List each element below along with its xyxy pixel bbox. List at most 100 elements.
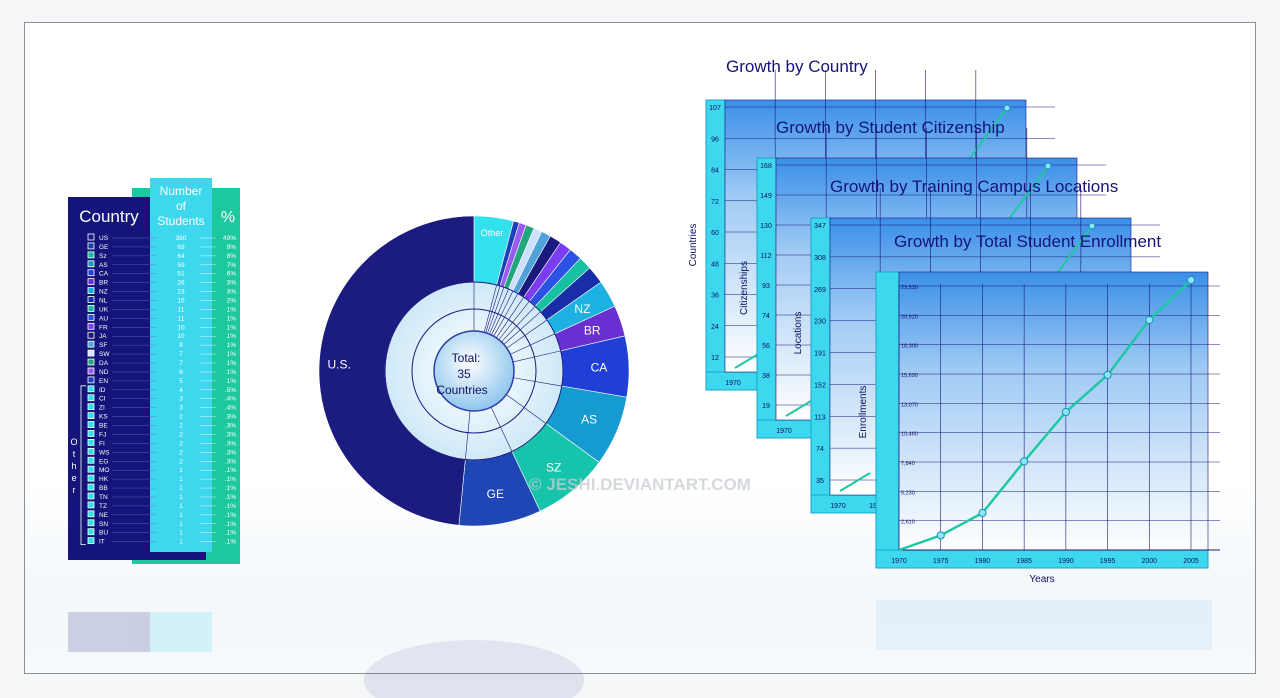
pie-spoke <box>501 306 536 343</box>
table-row-code: EN <box>99 378 108 385</box>
panel-tick-label: 84 <box>711 168 719 175</box>
table-row-swatch <box>87 456 95 464</box>
table-row-swatch <box>87 376 95 384</box>
panel-tick-label: 56 <box>762 343 770 350</box>
table-row-code: BR <box>99 280 108 287</box>
pie-slice-label: U.S. <box>327 357 350 371</box>
panel-tick-label: 191 <box>814 351 826 358</box>
table-row-swatch <box>87 313 95 321</box>
panel-tick-label: 19 <box>762 403 770 410</box>
pie-spoke <box>496 297 525 339</box>
country-table: Country Number of Students % US 390 49%GE 6… <box>68 178 240 564</box>
pie-slice-label: BR <box>584 324 601 338</box>
other-bracket-letter: e <box>71 473 76 483</box>
enrollment-x-tick-label: 1990 <box>1058 558 1074 565</box>
table-row-students: 2 <box>179 414 183 421</box>
table-row-pct: 9% <box>227 244 237 251</box>
table-row-code: BE <box>99 423 108 430</box>
table-row-students: 390 <box>176 235 187 242</box>
other-bracket: Other <box>70 385 86 546</box>
table-row-students: 11 <box>178 315 185 322</box>
pie-spoke <box>506 319 548 349</box>
table-row-swatch <box>87 403 95 411</box>
table-row-students: 5 <box>179 378 183 385</box>
table-rows: US 390 49%GE 69 9%Sz 64 8%AS 59 7%CA 51 6%BR 26 3%NZ… <box>87 233 237 546</box>
table-row-pct: .3% <box>225 423 236 430</box>
enrollment-data-point <box>978 508 987 518</box>
table-row-pct: 1% <box>227 333 237 340</box>
table-row-pct: .4% <box>225 396 236 403</box>
table-row-code: SW <box>99 351 110 358</box>
panel-year-label: 1970 <box>725 380 741 387</box>
table-row-pct: 6% <box>227 271 237 278</box>
table-row-code: FR <box>99 324 108 331</box>
enrollment-y-tick-label: 23,530 <box>901 285 918 291</box>
enrollment-x-tick-label: 1995 <box>1100 558 1116 565</box>
panel-tick-label: 38 <box>762 373 770 380</box>
panel-series-point <box>1003 104 1011 112</box>
other-bracket-letter: r <box>73 485 76 495</box>
table-row-code: FI <box>99 440 105 447</box>
table-row-pct: 1% <box>227 324 237 331</box>
panel-tick-label: 230 <box>814 319 826 326</box>
table-row-swatch <box>87 412 95 420</box>
pie-spoke <box>503 311 541 345</box>
enrollment-y-tick-label: 10,460 <box>901 432 918 438</box>
pie-spoke <box>513 377 562 387</box>
pie-spoke <box>491 290 514 336</box>
panel-tick-label: 74 <box>816 446 824 453</box>
table-row-pct: .3% <box>225 440 236 447</box>
panel-tick-label: 308 <box>814 255 826 262</box>
panel-tick-label: 152 <box>814 382 826 389</box>
table-row-code: KS <box>99 414 108 421</box>
enrollment-series-line <box>898 279 1192 552</box>
students-column-bg <box>150 178 212 552</box>
table-row-students: 1 <box>179 503 183 510</box>
table-row-students: 64 <box>177 253 185 260</box>
percent-header: % <box>221 209 235 226</box>
table-row-pct: 49% <box>223 235 236 242</box>
pie-center-line1: Total: <box>452 351 481 365</box>
table-row-pct: 8% <box>227 253 237 260</box>
panel-tick-label: 24 <box>711 324 719 331</box>
table-row-code: Sz <box>99 253 107 260</box>
table-row-swatch <box>87 242 95 250</box>
table-row-swatch <box>87 421 95 428</box>
table-row-students: 1 <box>179 467 183 474</box>
panel-tick-label: 72 <box>711 199 719 206</box>
table-row-pct: .1% <box>225 485 236 492</box>
pie-spoke <box>498 301 530 340</box>
pie-slice-label: CA <box>591 360 608 374</box>
panel-series-line <box>964 107 1008 166</box>
panel-tick-label: 35 <box>816 478 824 485</box>
panel-tick-label: 112 <box>760 253 771 260</box>
enrollment-data-point <box>1061 407 1070 417</box>
pie-spoke <box>510 333 555 355</box>
panel-title: Growth by Training Campus Locations <box>830 177 1118 196</box>
table-row-code: AS <box>99 262 108 269</box>
table-row-pct: .1% <box>225 539 236 546</box>
pie-spokes <box>465 282 562 460</box>
panel-axis-band <box>705 99 726 391</box>
table-row-code: NZ <box>99 289 108 296</box>
enrollment-y-tick-label: 5,230 <box>901 490 915 496</box>
other-bracket-letter: O <box>70 437 77 447</box>
table-row-pct: .3% <box>225 431 236 438</box>
table-row-pct: 3% <box>227 289 237 296</box>
panel-tick-label: 96 <box>711 136 719 143</box>
pie-spoke <box>493 293 519 337</box>
table-row-pct: 1% <box>227 342 237 349</box>
enrollment-y-axis-label: Enrollments <box>858 386 869 439</box>
pie-slice-label: NZ <box>574 302 590 316</box>
table-row-pct: 1% <box>227 369 237 376</box>
table-row-students: 2 <box>179 449 183 456</box>
panel-year-label: 19 <box>869 503 877 510</box>
pie-center-badge <box>433 330 515 412</box>
table-row-code: CI <box>99 396 106 403</box>
table-row-students: 1 <box>179 485 183 492</box>
table-row-code: IT <box>99 539 105 546</box>
table-row-code: WS <box>99 449 110 456</box>
table-row-pct: 7% <box>227 262 237 269</box>
table-row-students: 1 <box>179 476 183 483</box>
table-row-pct: .1% <box>225 521 236 528</box>
